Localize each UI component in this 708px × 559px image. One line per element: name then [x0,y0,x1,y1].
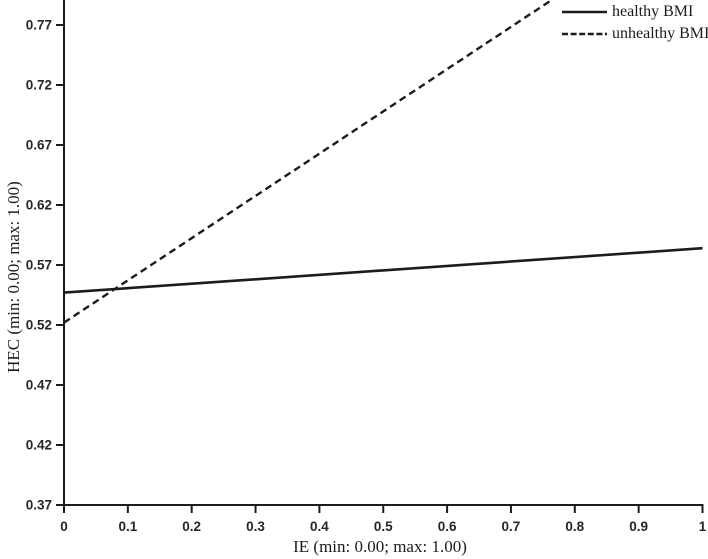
y-tick-label: 0.37 [26,498,52,513]
x-tick-label: 0.4 [310,519,329,534]
legend-item-healthy-bmi: healthy BMI [562,1,708,23]
legend-item-unhealthy-bmi: unhealthy BMI [562,23,708,45]
x-tick-label: 0.5 [374,519,393,534]
x-tick-label: 1 [699,519,707,534]
dashed-line-swatch-icon [562,32,607,36]
y-tick-label: 0.77 [26,18,52,33]
solid-line-swatch-icon [562,10,607,14]
y-tick-label: 0.57 [26,258,52,273]
y-axis-title: HEC (min: 0.00; max: 1.00) [4,181,23,373]
y-tick-label: 0.47 [26,378,52,393]
y-tick-label: 0.42 [26,438,52,453]
legend-label-unhealthy-bmi: unhealthy BMI [612,25,708,42]
x-tick-label: 0.9 [629,519,648,534]
y-tick-label: 0.52 [26,318,52,333]
x-tick-label: 0.2 [182,519,201,534]
x-tick-label: 0 [60,519,68,534]
x-tick-label: 0.3 [246,519,265,534]
x-tick-label: 0.6 [438,519,457,534]
x-tick-label: 0.7 [502,519,521,534]
legend: healthy BMI unhealthy BMI [562,1,708,45]
series-line-healthy-bmi [63,246,703,294]
x-tick-label: 0.8 [565,519,584,534]
y-tick-label: 0.67 [26,138,52,153]
y-tick-label: 0.72 [26,78,52,93]
x-tick-label: 0.1 [118,519,137,534]
legend-label-healthy-bmi: healthy BMI [612,3,694,20]
y-tick-label: 0.62 [26,198,52,213]
x-axis-title: IE (min: 0.00; max: 1.00) [293,537,467,556]
series-line-unhealthy-bmi [63,0,554,324]
